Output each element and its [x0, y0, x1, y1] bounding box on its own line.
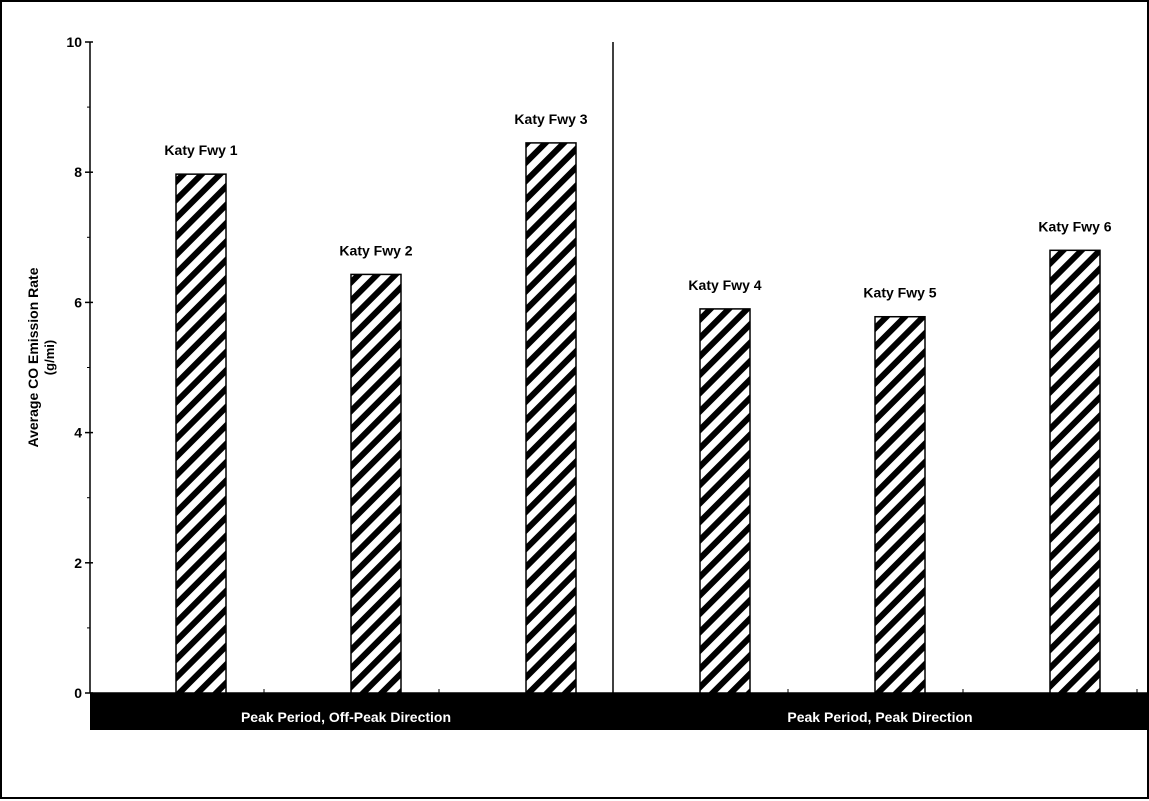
y-tick-label: 0	[74, 685, 82, 701]
bar	[1049, 249, 1101, 694]
y-axis-unit-label: (g/mi)	[42, 340, 57, 375]
group-band	[90, 693, 625, 730]
y-axis-label: Average CO Emission Rate	[25, 267, 41, 447]
bar-label: Katy Fwy 6	[1038, 218, 1111, 234]
group-label: Peak Period, Peak Direction	[787, 709, 972, 725]
bar-label: Katy Fwy 5	[863, 285, 936, 301]
bar	[874, 315, 926, 694]
bar-label: Katy Fwy 3	[514, 111, 587, 127]
y-tick-label: 6	[74, 294, 82, 310]
bar-label: Katy Fwy 2	[339, 242, 412, 258]
group-band	[613, 693, 1149, 730]
bar	[175, 173, 227, 694]
y-tick-label: 10	[66, 34, 82, 50]
y-tick-label: 4	[74, 425, 82, 441]
group-label: Peak Period, Off-Peak Direction	[241, 709, 451, 725]
bar	[699, 308, 751, 694]
bar-label: Katy Fwy 1	[164, 142, 237, 158]
y-tick-label: 2	[74, 555, 82, 571]
bar	[525, 142, 577, 694]
bar	[350, 273, 402, 694]
plot-area: 0 2 4 6 8 10 Average CO Emission Rate (g/mi) Kat…	[25, 34, 1149, 730]
bar-label: Katy Fwy 4	[688, 277, 761, 293]
y-tick-label: 8	[74, 164, 82, 180]
